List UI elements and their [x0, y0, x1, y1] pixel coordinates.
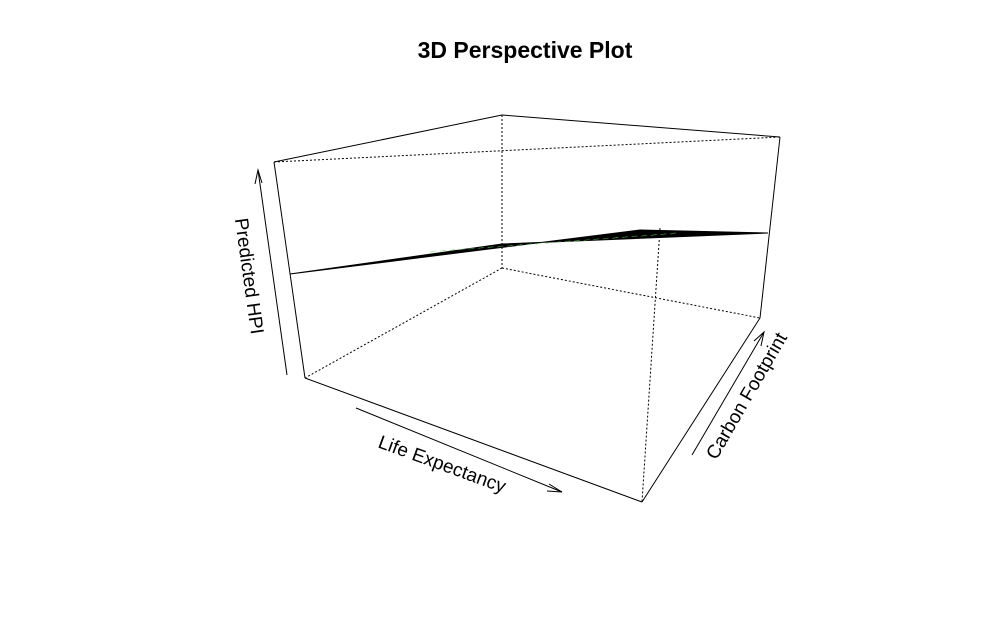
- mesh-highlight: [429, 250, 437, 253]
- mesh-highlight: [468, 247, 475, 250]
- mesh-highlight: [525, 243, 533, 246]
- z-axis-label: Predicted HPI: [230, 217, 267, 336]
- mesh-highlight: [593, 238, 600, 241]
- y-axis-arrow: [691, 330, 765, 456]
- chart-title: 3D Perspective Plot: [418, 37, 633, 63]
- mesh-highlight: [487, 246, 494, 249]
- mesh-highlight: [631, 235, 638, 238]
- box-edge-hidden: [273, 136, 781, 163]
- mesh-highlight: [669, 232, 677, 235]
- mesh-highlight: [641, 234, 648, 237]
- mesh-highlight: [660, 233, 667, 236]
- box-edge-hidden: [501, 267, 761, 319]
- mesh-highlight: [602, 237, 609, 240]
- y-axis-label: Carbon Footprint: [702, 329, 792, 464]
- x-axis-label: Life Expectancy: [375, 432, 509, 498]
- mesh-highlight: [621, 236, 629, 238]
- box-edge: [501, 114, 781, 138]
- mesh-highlight: [449, 249, 456, 251]
- mesh-highlight: [650, 234, 657, 236]
- mesh-highlight: [545, 241, 552, 244]
- mesh-highlight: [439, 249, 446, 252]
- mesh-highlight: [516, 244, 523, 246]
- mesh-highlight: [535, 242, 542, 245]
- box-edge: [273, 114, 503, 163]
- mesh-highlight: [564, 240, 571, 243]
- mesh-highlight: [458, 248, 465, 251]
- x-axis-arrow: [355, 407, 563, 493]
- box-edge: [759, 136, 781, 319]
- box-edge-hidden: [641, 227, 661, 503]
- box-edge: [304, 377, 643, 503]
- mesh-highlight: [506, 244, 513, 247]
- z-axis-arrow: [254, 168, 288, 376]
- box-edge-hidden: [304, 267, 503, 379]
- mesh-highlight: [477, 247, 485, 249]
- mesh-highlight: [612, 236, 619, 239]
- mesh-highlight: [497, 245, 504, 248]
- box-edge: [641, 317, 761, 503]
- mesh-highlight: [583, 239, 590, 241]
- mesh-highlight: [573, 239, 581, 242]
- surface-mesh-highlights: [429, 232, 677, 253]
- mesh-highlight: [554, 241, 561, 244]
- surface-plane: [289, 229, 769, 275]
- box-edge: [273, 161, 306, 379]
